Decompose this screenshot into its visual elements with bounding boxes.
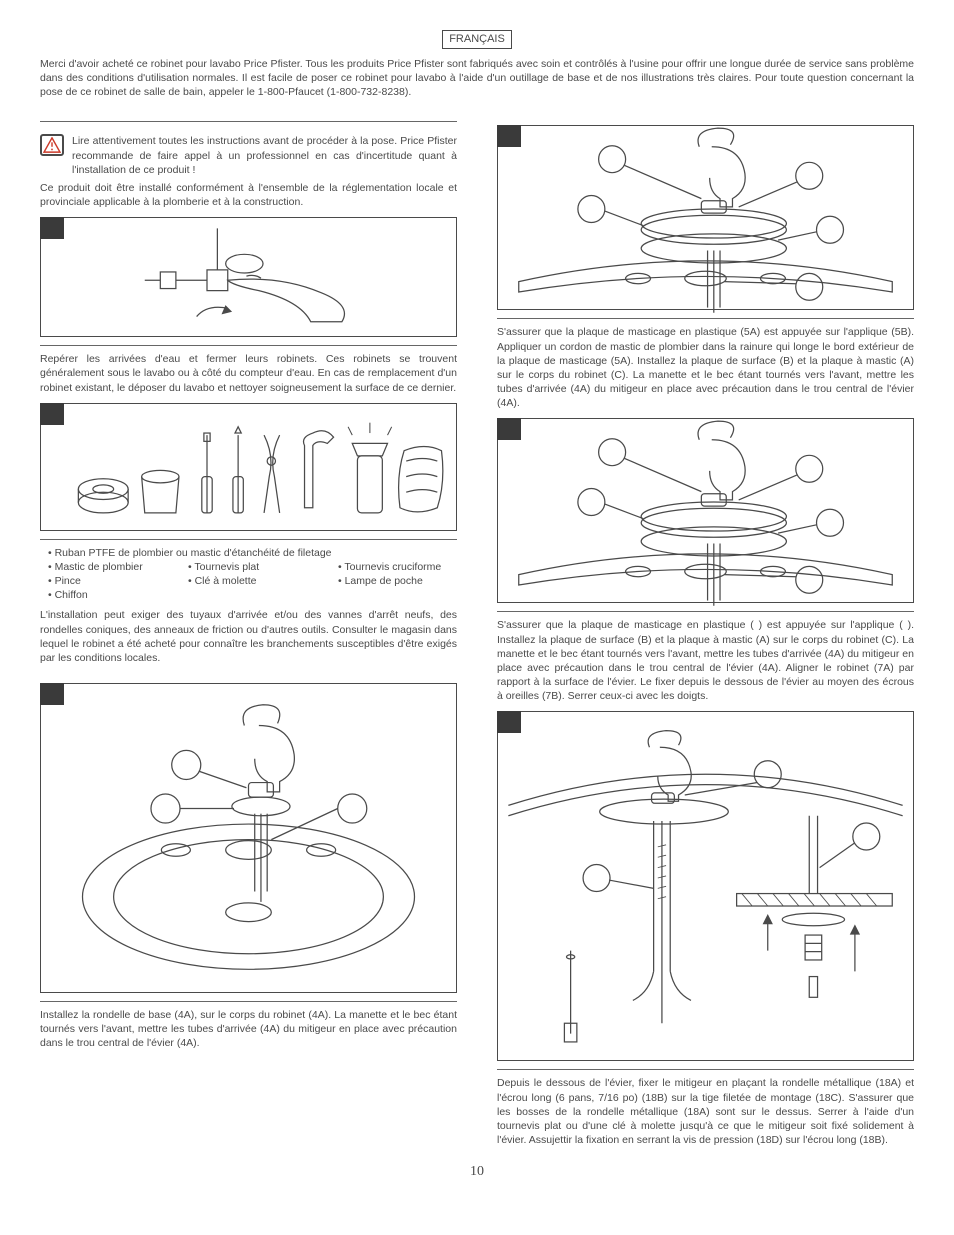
figure-number-tab: [40, 683, 64, 705]
left-column: Lire attentivement toutes les instructio…: [40, 117, 457, 1151]
right-column: S'assurer que la plaque de masticage en …: [497, 117, 914, 1151]
figure-tools: [40, 403, 457, 531]
tool-item: • Pince: [48, 574, 188, 588]
figure-number-tab: [497, 418, 521, 440]
warning-icon: [40, 134, 64, 156]
section-rule: [40, 345, 457, 346]
tool-item: • Tournevis cruciforme: [338, 560, 441, 574]
step7-caption: Depuis le dessous de l'évier, fixer le m…: [497, 1076, 914, 1147]
figure-number-tab: [497, 125, 521, 147]
step6-caption: S'assurer que la plaque de masticage en …: [497, 618, 914, 703]
tool-item: • Tournevis plat: [188, 560, 338, 574]
figure-shutoff-valve: [40, 217, 457, 337]
tool-item: • Lampe de poche: [338, 574, 423, 588]
intro-paragraph: Merci d'avoir acheté ce robinet pour lav…: [40, 57, 914, 100]
tool-item: • Mastic de plombier: [48, 560, 188, 574]
two-column-layout: Lire attentivement toutes les instructio…: [40, 117, 914, 1151]
tools-list: • Ruban PTFE de plombier ou mastic d'éta…: [48, 546, 457, 603]
warning-text: Lire attentivement toutes les instructio…: [72, 135, 457, 175]
figure-deckplate-b: [497, 418, 914, 603]
figure-number-tab: [40, 403, 64, 425]
section-rule: [497, 611, 914, 612]
figure-number-tab: [497, 711, 521, 733]
figure-faucet-basin: [40, 683, 457, 993]
figure-deckplate-a: [497, 125, 914, 310]
tool-item: • Chiffon: [48, 588, 188, 602]
section-rule: [40, 121, 457, 122]
warning-block: Lire attentivement toutes les instructio…: [40, 134, 457, 177]
section-rule: [497, 318, 914, 319]
tool-item: • Ruban PTFE de plombier ou mastic d'éta…: [48, 546, 457, 560]
step4-caption: Installez la rondelle de base (4A), sur …: [40, 1008, 457, 1051]
language-badge: FRANÇAIS: [442, 30, 512, 49]
compliance-text: Ce produit doit être installé conforméme…: [40, 181, 457, 209]
tool-item: • Clé à molette: [188, 574, 338, 588]
section-rule: [40, 539, 457, 540]
figure-number-tab: [40, 217, 64, 239]
tools-note: L'installation peut exiger des tuyaux d'…: [40, 608, 457, 665]
figure-under-sink: [497, 711, 914, 1061]
step5-caption: S'assurer que la plaque de masticage en …: [497, 325, 914, 410]
step-locate-text: Repérer les arrivées d'eau et fermer leu…: [40, 352, 457, 395]
page-number: 10: [40, 1163, 914, 1182]
